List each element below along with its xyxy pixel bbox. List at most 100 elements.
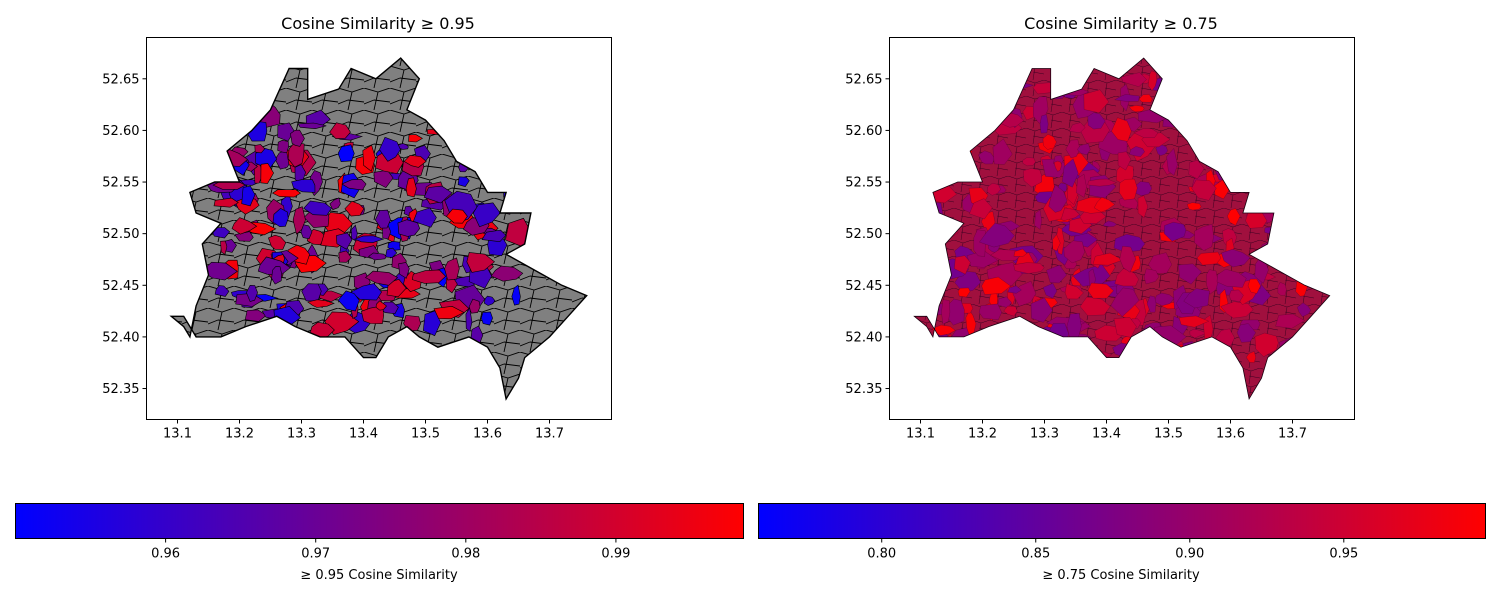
district-patch — [465, 307, 473, 332]
district-patch — [231, 217, 258, 235]
colorbar-tick-label: 0.97 — [301, 547, 330, 562]
district-patch — [969, 198, 993, 220]
district-patch — [1087, 282, 1114, 299]
district-patch — [1114, 268, 1139, 287]
district-patch — [981, 276, 1011, 295]
district-patch — [397, 219, 421, 237]
colorbar-tick-label: 0.99 — [601, 547, 630, 562]
y-tick-label: 52.55 — [845, 176, 882, 191]
city-boundary-right — [913, 57, 1331, 400]
y-tick-label: 52.35 — [845, 382, 882, 397]
district-patch — [350, 283, 382, 301]
district-patch — [1178, 263, 1202, 285]
x-tick-label: 13.7 — [1278, 427, 1307, 442]
y-tick-label: 52.45 — [845, 279, 882, 294]
district-patch — [1246, 351, 1256, 363]
colorbar-tick-label: 0.98 — [451, 547, 480, 562]
district-patch — [1063, 240, 1085, 264]
colorbar-gradient-right — [758, 503, 1486, 539]
x-tick-label: 13.5 — [1154, 427, 1183, 442]
district-patch — [277, 139, 289, 154]
matched-districts — [201, 98, 532, 348]
district-patch — [374, 209, 391, 229]
y-axis-ticks-right: 52.35 52.40 52.45 52.50 52.55 52.60 52.65 — [845, 72, 890, 397]
district-patch — [1077, 143, 1091, 155]
district-patch — [368, 252, 387, 261]
district-patch — [329, 197, 341, 211]
district-patch — [1007, 285, 1022, 294]
district-patch — [1087, 112, 1106, 130]
y-tick-label: 52.35 — [102, 382, 139, 397]
district-patch — [287, 142, 305, 168]
district-patch — [362, 144, 376, 172]
colorbar-label-left: ≥ 0.95 Cosine Similarity — [300, 568, 458, 583]
district-patch — [1023, 168, 1042, 188]
x-tick-label: 13.6 — [1216, 427, 1245, 442]
district-patch — [1083, 89, 1109, 113]
district-patch — [387, 240, 401, 251]
district-patch — [271, 266, 283, 285]
colorbar-tick-label: 0.90 — [1175, 547, 1204, 562]
district-patch — [481, 229, 507, 243]
colorbar-right: 0.80 0.85 0.90 0.95 ≥ 0.75 Cosine Similarit… — [758, 503, 1486, 583]
district-patch — [246, 284, 258, 302]
district-patch — [241, 185, 256, 207]
district-patch — [1003, 305, 1018, 317]
colorbar-tick-label: 0.96 — [151, 547, 180, 562]
y-tick-label: 52.55 — [102, 176, 139, 191]
district-patch — [1067, 180, 1080, 205]
x-tick-label: 13.5 — [411, 427, 440, 442]
y-tick-label: 52.40 — [845, 330, 882, 345]
district-patch — [1137, 195, 1148, 219]
district-patch — [986, 183, 1001, 196]
city-boundary-left — [169, 57, 588, 401]
district-patch — [337, 290, 360, 312]
x-axis-ticks-right: 13.1 13.2 13.3 13.4 13.5 13.6 13.7 — [906, 419, 1307, 442]
y-tick-label: 52.50 — [845, 227, 882, 242]
district-patch — [1065, 139, 1081, 159]
district-patch — [297, 122, 327, 130]
colorbar-gradient-left — [15, 503, 744, 539]
district-patch — [1166, 148, 1178, 176]
district-patch — [468, 298, 481, 314]
district-patch — [1221, 249, 1251, 268]
y-tick-label: 52.45 — [102, 279, 139, 294]
district-patch — [1079, 296, 1111, 316]
district-patch — [364, 270, 399, 286]
district-patch — [379, 136, 401, 162]
district-patch — [385, 247, 398, 258]
colorbar-tick-label: 0.85 — [1021, 547, 1050, 562]
district-patch — [1121, 72, 1147, 87]
district-patch — [234, 197, 260, 215]
district-patch — [1129, 146, 1145, 157]
panel-title-right: Cosine Similarity ≥ 0.75 — [1024, 14, 1218, 33]
district-patch — [268, 234, 287, 250]
district-patch — [1102, 220, 1117, 227]
district-patch — [1143, 268, 1159, 285]
x-tick-label: 13.1 — [163, 427, 192, 442]
y-tick-label: 52.60 — [845, 124, 882, 139]
district-patch — [466, 252, 495, 273]
x-tick-label: 13.1 — [906, 427, 935, 442]
district-patch — [1092, 252, 1124, 266]
district-patch — [336, 232, 353, 250]
district-patch — [979, 222, 1015, 248]
district-patch — [329, 122, 351, 140]
district-patch — [954, 255, 971, 275]
district-patch — [1114, 94, 1140, 102]
district-patch — [1147, 70, 1158, 92]
district-patch — [1164, 222, 1187, 242]
district-patch — [1110, 287, 1140, 317]
district-patch — [398, 262, 410, 279]
district-patch — [480, 311, 493, 326]
district-patch — [444, 257, 460, 281]
district-patch — [405, 177, 417, 198]
district-patch — [254, 144, 266, 154]
district-patch — [992, 138, 1013, 165]
district-patch — [1236, 323, 1256, 343]
district-patch — [1042, 283, 1058, 299]
colorbar-ticks-left: 0.96 0.97 0.98 0.99 — [151, 538, 630, 562]
district-patch — [973, 229, 986, 257]
district-patch — [1220, 301, 1254, 319]
